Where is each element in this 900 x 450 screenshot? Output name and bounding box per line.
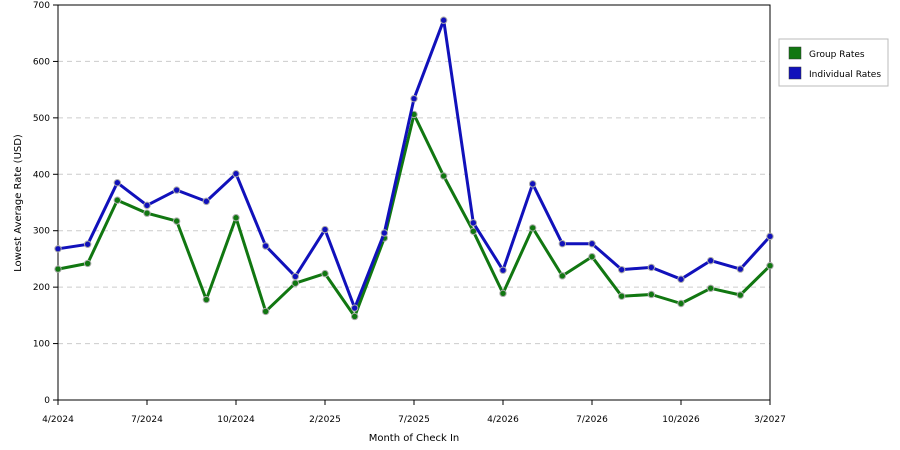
y-axis: 0 100 200 300 400 500 600 700 [33, 1, 58, 406]
plot-area-frame [57, 4, 771, 401]
data-point [202, 295, 211, 304]
data-point [706, 284, 715, 292]
data-point [647, 263, 656, 272]
data-point [291, 272, 300, 281]
x-tick-label: 7/2024 [131, 415, 163, 425]
series-individual-rates [54, 16, 774, 312]
data-point [113, 179, 122, 187]
data-point [439, 16, 448, 24]
y-tick-label: 300 [33, 227, 50, 237]
data-point [499, 289, 507, 298]
data-point [83, 259, 92, 268]
data-point [261, 242, 270, 250]
data-point [528, 224, 537, 232]
data-point [736, 291, 745, 299]
x-axis: 4/2024 7/2024 10/2024 2/2025 7/2025 4/2026 7/2… [42, 400, 786, 425]
y-tick-label: 700 [33, 1, 50, 11]
y-tick-label: 400 [33, 170, 50, 180]
data-point [647, 290, 656, 299]
data-point [558, 272, 567, 280]
x-tick-label: 4/2026 [487, 415, 519, 425]
data-point [588, 239, 596, 248]
x-tick-label: 10/2026 [662, 415, 700, 425]
series-line [57, 18, 772, 310]
data-point [588, 252, 596, 261]
x-tick-label: 10/2024 [217, 415, 255, 425]
data-point [54, 245, 62, 253]
data-point [617, 292, 626, 300]
data-point [202, 197, 211, 206]
data-point [321, 225, 329, 234]
legend-label-group-rates: Group Rates [809, 50, 865, 60]
data-point [766, 232, 774, 241]
y-tick-label: 500 [33, 114, 50, 124]
y-axis-title: Lowest Average Rate (USD) [13, 134, 24, 272]
data-point [677, 299, 685, 308]
data-point [232, 170, 240, 178]
data-point [766, 262, 774, 270]
y-tick-label: 200 [33, 283, 50, 293]
x-tick-label: 7/2025 [398, 415, 430, 425]
legend-swatch-group-rates [788, 46, 802, 60]
x-tick-label: 2/2025 [309, 415, 341, 425]
legend-label-individual-rates: Individual Rates [809, 70, 881, 80]
y-tick-label: 600 [33, 57, 50, 67]
y-tick-label: 100 [33, 340, 50, 350]
legend-swatch-individual-rates [788, 66, 802, 80]
series-layer [54, 16, 774, 321]
x-axis-title: Month of Check In [369, 433, 460, 444]
data-point [232, 214, 240, 222]
series-group-rates [54, 110, 774, 321]
data-point [143, 209, 151, 217]
data-point [83, 240, 92, 248]
data-point [439, 172, 448, 180]
data-point [380, 229, 389, 237]
data-point [172, 186, 181, 194]
data-point [143, 201, 151, 210]
legend: Group Rates Individual Rates [778, 38, 889, 87]
data-point [261, 307, 270, 316]
data-point [617, 265, 626, 274]
data-point [350, 312, 359, 321]
data-point [469, 227, 478, 235]
data-point [736, 265, 745, 273]
data-point [291, 279, 300, 287]
x-tick-label: 3/2027 [754, 415, 786, 425]
data-point [321, 269, 329, 278]
data-point [499, 266, 507, 274]
data-point [677, 275, 685, 283]
data-point [172, 217, 181, 225]
series-line [57, 113, 772, 318]
data-point [113, 196, 122, 204]
x-tick-label: 4/2024 [42, 415, 74, 425]
data-point [706, 256, 715, 265]
data-point [410, 94, 418, 103]
data-point [54, 265, 62, 273]
y-tick-label: 0 [44, 396, 50, 406]
x-tick-label: 7/2026 [576, 415, 608, 425]
data-point [558, 239, 567, 248]
data-point [469, 219, 478, 227]
data-point [528, 180, 537, 188]
data-point [350, 304, 359, 312]
